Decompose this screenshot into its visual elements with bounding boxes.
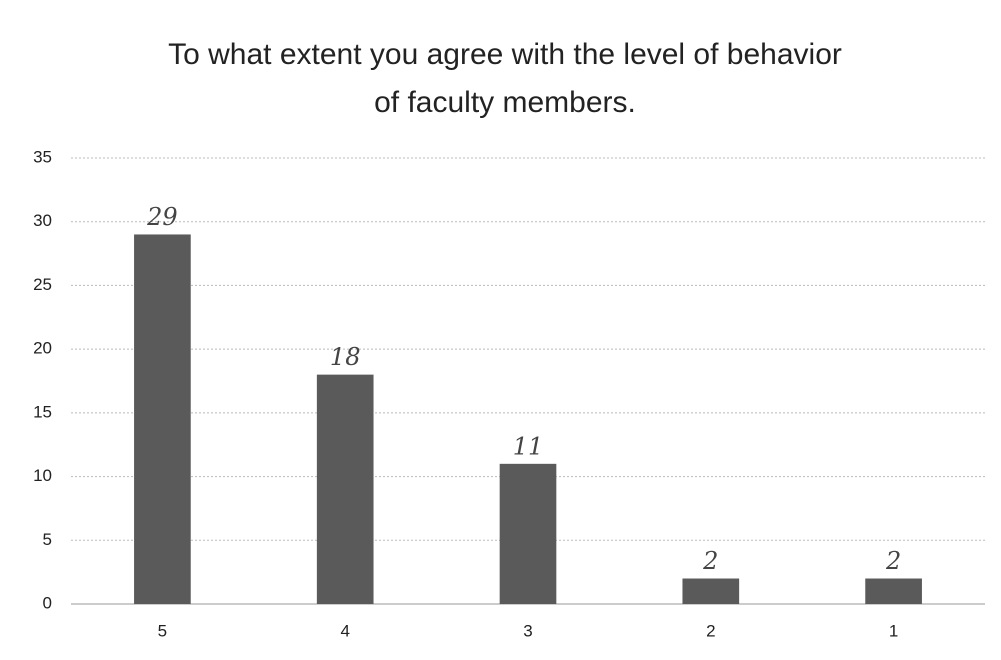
chart-title: of faculty members. [374,86,636,119]
y-tick-label: 15 [33,402,52,421]
x-tick-label: 2 [706,621,715,640]
bar [499,463,557,604]
data-label: 2 [885,547,901,575]
bar [682,578,740,604]
chart-title: To what extent you agree with the level … [168,38,842,71]
bar [134,234,191,604]
x-tick-label: 3 [523,621,532,640]
x-tick-label: 5 [158,621,167,640]
y-tick-label: 25 [33,275,52,294]
x-tick-label: 1 [889,621,898,640]
bar [316,374,374,604]
y-tick-label: 10 [33,466,52,485]
y-tick-label: 5 [43,530,52,549]
y-tick-label: 20 [33,339,52,358]
y-tick-label: 30 [33,211,52,230]
data-label: 2 [702,547,718,575]
data-label: 29 [146,203,178,231]
bar [865,578,922,604]
y-tick-label: 35 [33,147,52,166]
x-tick-label: 4 [340,621,349,640]
data-label: 11 [513,432,544,460]
data-label: 18 [330,343,361,371]
y-tick-label: 0 [43,593,52,612]
